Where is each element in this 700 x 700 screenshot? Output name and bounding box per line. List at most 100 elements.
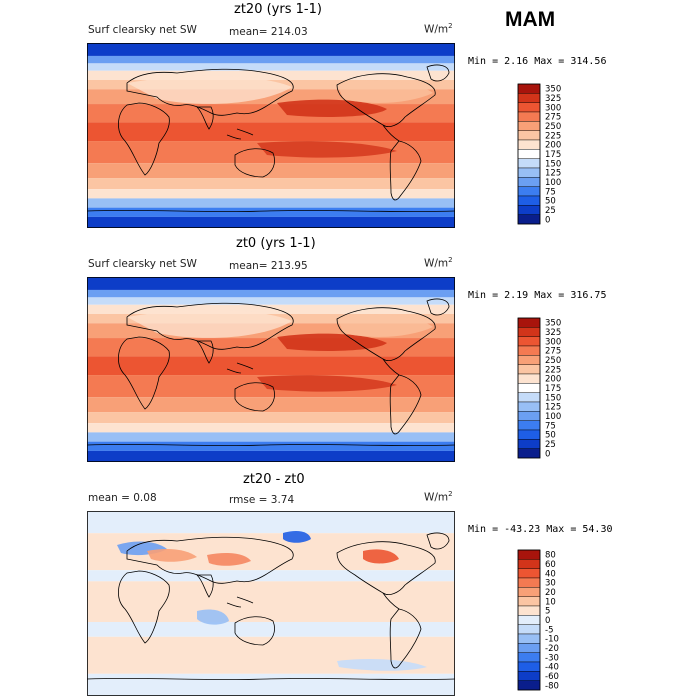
map-contour-band: [87, 297, 455, 305]
colorbar-swatch: [517, 615, 541, 625]
colorbar-tick-label: 125: [545, 403, 561, 413]
map-contour-region: [257, 141, 397, 158]
panel-2-title: zt0 (yrs 1-1): [236, 236, 316, 251]
colorbar-tick-label: 250: [545, 356, 561, 366]
colorbar-swatch: [517, 336, 541, 347]
colorbar-tick-label: 75: [545, 421, 556, 431]
panel-3-units: W/m2: [424, 490, 453, 504]
colorbar-swatch: [517, 139, 541, 150]
colorbar-tick-label: 100: [545, 412, 561, 422]
colorbar-swatch: [517, 83, 541, 94]
map-contour-region: [337, 659, 427, 671]
season-label: MAM: [505, 8, 556, 31]
colorbar-swatch: [517, 158, 541, 169]
panel-3-map: [87, 511, 455, 696]
colorbar-tick-label: 100: [545, 178, 561, 188]
coastline: [389, 608, 422, 669]
map-contour-band: [87, 198, 455, 208]
colorbar-swatch: [517, 439, 541, 449]
coastline: [118, 570, 170, 644]
panel-2-minmax: Min = 2.19 Max = 316.75: [468, 290, 607, 301]
coastline: [234, 148, 275, 178]
map-contour-band: [87, 104, 455, 123]
colorbar-tick-label: 30: [545, 579, 556, 589]
coastline: [118, 336, 170, 410]
panel-1-variable-label: Surf clearsky net SW: [88, 24, 197, 36]
coastline: [196, 340, 214, 364]
colorbar-swatch: [517, 596, 541, 607]
coastline: [226, 128, 254, 140]
colorbar-tick-label: -80: [545, 681, 559, 691]
map-contour-band: [87, 178, 455, 190]
map-contour-band: [87, 356, 455, 376]
map-contour-region: [147, 549, 197, 562]
coastline: [382, 124, 400, 142]
panel-1-map: [87, 43, 455, 228]
colorbar-swatch: [517, 401, 541, 412]
colorbar-tick-label: 175: [545, 150, 561, 160]
colorbar-tick-label: 275: [545, 347, 561, 357]
colorbar-tick-label: -20: [545, 644, 559, 654]
coastline: [126, 68, 294, 116]
colorbar-tick-label: 200: [545, 141, 561, 151]
colorbar-tick-label: 225: [545, 365, 561, 375]
panel-2-variable-label: Surf clearsky net SW: [88, 258, 197, 270]
map-contour-band: [87, 511, 455, 534]
map-contour-region: [337, 314, 433, 337]
coastline: [87, 444, 455, 446]
colorbar-tick-label: 60: [545, 560, 556, 570]
colorbar-swatch: [517, 587, 541, 597]
colorbar-swatch: [517, 355, 541, 365]
map-contour-band: [87, 63, 455, 71]
colorbar-swatch: [517, 448, 541, 459]
colorbar-swatch: [517, 195, 541, 206]
colorbar-tick-label: 250: [545, 122, 561, 132]
colorbar-tick-label: -30: [545, 653, 559, 663]
colorbar-tick-label: -40: [545, 663, 559, 673]
coastline: [426, 64, 450, 82]
coastline: [426, 298, 450, 316]
coastline: [234, 382, 275, 412]
panel-1-title: zt20 (yrs 1-1): [234, 2, 322, 17]
colorbar-swatch: [517, 111, 541, 122]
coastline: [336, 541, 436, 595]
map-frame: [87, 277, 455, 462]
colorbar-swatch: [517, 345, 541, 356]
colorbar-swatch: [517, 383, 541, 393]
colorbar-tick-label: -10: [545, 635, 559, 645]
coastline: [118, 102, 170, 176]
map-contour-region: [197, 609, 229, 625]
coastline: [226, 596, 254, 608]
colorbar-tick-label: 80: [545, 551, 556, 561]
coastline: [87, 210, 455, 212]
map-contour-region: [257, 375, 397, 392]
colorbar-swatch: [517, 102, 541, 113]
map-contour-band: [87, 277, 455, 290]
coastline: [336, 307, 436, 361]
colorbar-swatch: [517, 671, 541, 681]
colorbar-swatch: [517, 420, 541, 431]
colorbar-tick-label: 40: [545, 569, 556, 579]
colorbar-swatch: [517, 633, 541, 644]
colorbar-tick-label: 5: [545, 607, 550, 617]
map-contour-region: [277, 333, 387, 351]
colorbar-swatch: [517, 559, 541, 569]
map-contour-region: [283, 531, 311, 543]
panel-1-mean: mean= 214.03: [229, 26, 308, 38]
colorbar-tick-label: 75: [545, 187, 556, 197]
map-contour-region: [207, 553, 251, 566]
colorbar-tick-label: 125: [545, 169, 561, 179]
map-contour-band: [87, 441, 455, 451]
map-contour-band: [87, 338, 455, 357]
colorbar-tick-label: 50: [545, 431, 556, 441]
colorbar-swatch: [517, 186, 541, 197]
map-contour-band: [87, 207, 455, 217]
panel-3-rmse: rmse = 3.74: [229, 494, 295, 506]
coastline: [196, 106, 214, 130]
colorbar-tick-label: 0: [545, 616, 550, 626]
coastline: [234, 616, 275, 646]
colorbar-swatch: [517, 177, 541, 187]
